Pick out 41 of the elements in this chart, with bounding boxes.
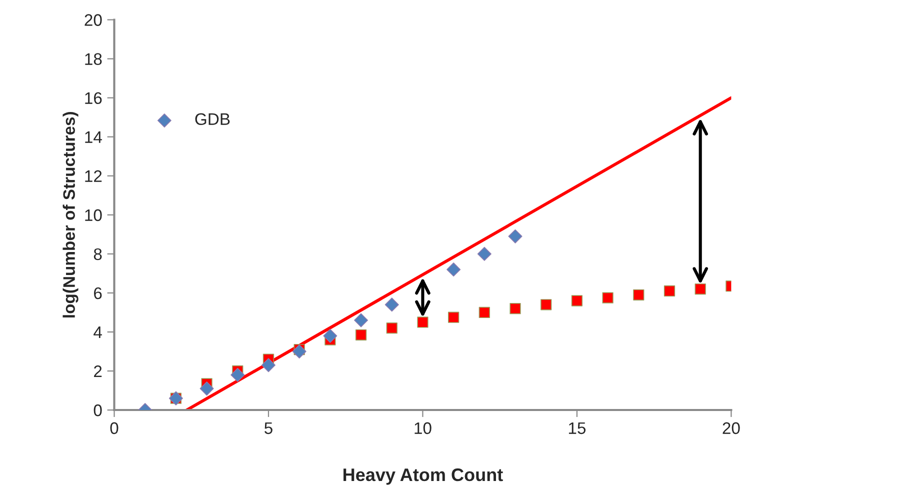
x-tick-label: 15 <box>568 422 586 434</box>
x-tick-label: 5 <box>264 422 272 434</box>
point <box>446 262 461 277</box>
point <box>477 246 492 261</box>
point <box>448 312 460 323</box>
point <box>664 285 676 297</box>
y-tick-label: 10 <box>85 209 102 222</box>
point <box>200 382 214 396</box>
y-tick-label: 6 <box>94 287 102 300</box>
point <box>508 229 522 244</box>
y-tick-label: 2 <box>94 365 102 378</box>
point <box>384 298 399 312</box>
y-axis-title: log(Number of Structures) <box>62 112 78 318</box>
x-tick-label: 0 <box>110 422 118 434</box>
y-tick-label: 14 <box>85 131 102 143</box>
point <box>354 313 368 328</box>
point <box>478 306 490 318</box>
y-tick-label: 8 <box>94 248 102 260</box>
point <box>292 344 306 358</box>
point <box>386 322 398 334</box>
point <box>261 358 276 372</box>
y-tick-label: 0 <box>94 404 102 416</box>
point <box>633 289 644 300</box>
legend-label: GDB <box>195 113 230 126</box>
x-tick-label: 10 <box>414 422 432 434</box>
point <box>323 328 338 343</box>
point <box>230 368 245 382</box>
y-tick-label: 4 <box>94 326 102 338</box>
point <box>694 283 706 295</box>
y-tick-label: 20 <box>84 14 102 26</box>
x-axis-title: Heavy Atom Count <box>344 468 503 485</box>
point <box>510 302 521 314</box>
y-tick-label: 12 <box>85 170 102 182</box>
point <box>540 299 552 310</box>
point <box>571 295 583 306</box>
y-tick-label: 16 <box>85 92 102 104</box>
point <box>417 316 428 328</box>
point <box>355 329 367 340</box>
x-tick-label: 20 <box>722 422 740 434</box>
y-tick-label: 18 <box>85 53 102 65</box>
point <box>602 292 614 304</box>
